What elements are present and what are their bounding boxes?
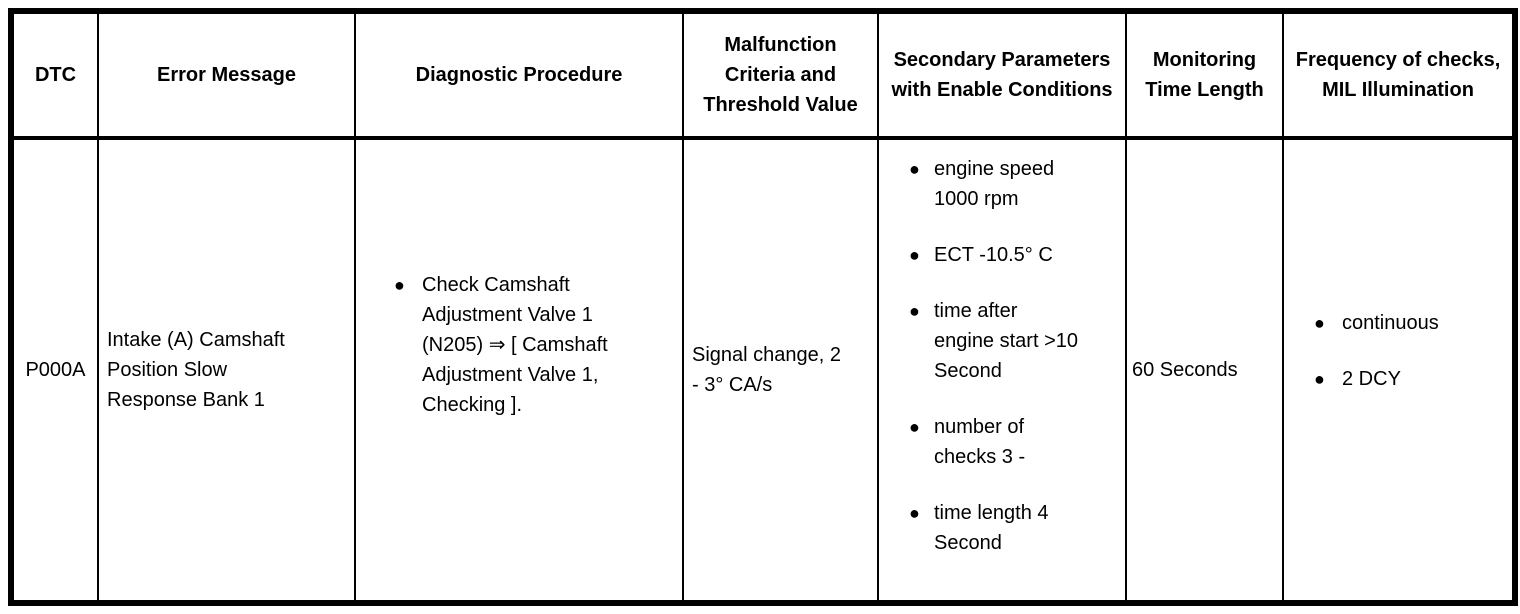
cell-monitoring-time-length: 60 Seconds (1125, 137, 1284, 604)
col-header-frequency-of-checks: Frequency of checks, MIL Illumination (1282, 10, 1516, 140)
col-header-malfunction-criteria: Malfunction Criteria and Threshold Value (682, 10, 879, 140)
list-item: 2 DCY (1314, 364, 1504, 394)
col-header-monitoring-time-length: Monitoring Time Length (1125, 10, 1284, 140)
list-item: time after engine start >10 Second (909, 296, 1117, 386)
list-item: time length 4 Second (909, 498, 1117, 558)
list-item: number of checks 3 - (909, 412, 1117, 472)
diagnostic-step-text: Check Camshaft Adjustment Valve 1 (N205)… (422, 274, 608, 416)
cell-dtc-code: P000A (10, 137, 99, 604)
col-header-secondary-parameters: Secondary Parameters with Enable Conditi… (877, 10, 1127, 140)
list-item: continuous (1314, 308, 1504, 338)
list-item: Check Camshaft Adjustment Valve 1 (N205)… (394, 270, 674, 420)
parameter-text: time after engine start >10 Second (934, 300, 1078, 382)
cell-frequency-of-checks: continuous 2 DCY (1282, 137, 1516, 604)
parameter-text: engine speed 1000 rpm (934, 158, 1055, 210)
frequency-list: continuous 2 DCY (1292, 308, 1504, 394)
parameter-text: number of checks 3 - (934, 416, 1026, 468)
secondary-parameters-list: engine speed 1000 rpm ECT -10.5° C time … (887, 154, 1117, 558)
dtc-table: DTC Error Message Diagnostic Procedure M… (8, 8, 1518, 606)
frequency-text: continuous (1342, 312, 1439, 334)
cell-secondary-parameters: engine speed 1000 rpm ECT -10.5° C time … (877, 137, 1127, 604)
parameter-text: ECT -10.5° C (934, 244, 1053, 266)
cell-error-message: Intake (A) Camshaft Position Slow Respon… (97, 137, 356, 604)
col-header-error-message: Error Message (97, 10, 356, 140)
malfunction-criteria-text: Signal change, 2 - 3° CA/s (692, 344, 842, 396)
parameter-text: time length 4 Second (934, 502, 1049, 554)
frequency-text: 2 DCY (1342, 368, 1401, 390)
error-message-text: Intake (A) Camshaft Position Slow Respon… (107, 329, 285, 411)
list-item: engine speed 1000 rpm (909, 154, 1117, 214)
table-row: P000A Intake (A) Camshaft Position Slow … (10, 137, 1516, 604)
col-header-dtc: DTC (10, 10, 99, 140)
list-item: ECT -10.5° C (909, 240, 1117, 270)
cell-malfunction-criteria: Signal change, 2 - 3° CA/s (682, 137, 879, 604)
header-row: DTC Error Message Diagnostic Procedure M… (10, 10, 1516, 140)
col-header-diagnostic-procedure: Diagnostic Procedure (354, 10, 684, 140)
diagnostic-procedure-list: Check Camshaft Adjustment Valve 1 (N205)… (364, 270, 674, 420)
cell-diagnostic-procedure: Check Camshaft Adjustment Valve 1 (N205)… (354, 137, 684, 604)
